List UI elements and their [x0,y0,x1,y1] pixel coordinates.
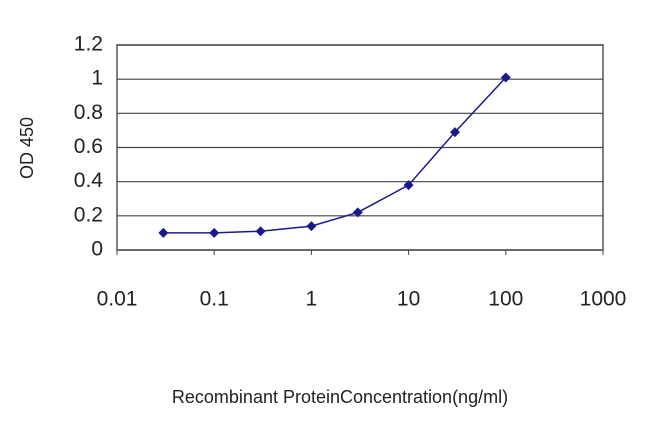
y-tick-label: 1 [91,67,103,90]
line [163,76,507,234]
x-tick-label: 0.01 [97,288,138,311]
y-tick-label: 0.4 [74,169,104,192]
marker [403,180,414,191]
x-tick-label: 0.1 [200,288,229,311]
marker [306,221,317,232]
marker [255,226,266,237]
x-tick-label: 10 [397,288,420,311]
y-axis-label: OD 450 [17,117,37,179]
marker [209,227,220,238]
y-tick-label: 0 [91,238,103,261]
y-tick-label: 1.2 [74,33,103,56]
x-tick-label: 100 [488,288,523,311]
marker [449,127,460,138]
x-tick-label: 1000 [580,288,627,311]
y-tick-label: 0.2 [74,203,103,226]
marker [500,72,511,83]
y-tick-label: 0.8 [74,101,103,124]
x-axis-label: Recombinant ProteinConcentration(ng/ml) [172,387,508,407]
marker [158,227,169,238]
y-tick-label: 0.6 [74,135,103,158]
marker [352,207,363,218]
x-tick-label: 1 [306,288,318,311]
